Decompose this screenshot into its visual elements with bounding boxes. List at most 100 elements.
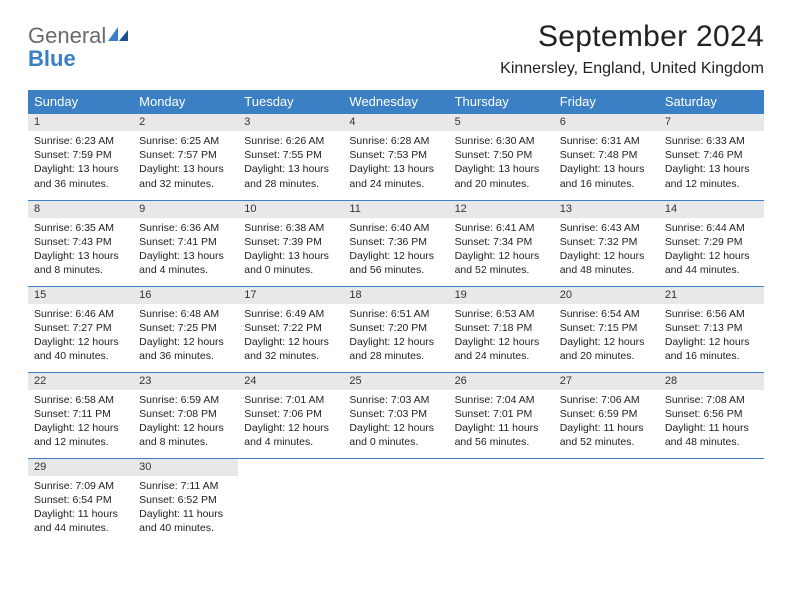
day-details: Sunrise: 6:35 AMSunset: 7:43 PMDaylight:… — [28, 218, 133, 282]
sunrise-text: Sunrise: 7:09 AM — [34, 479, 127, 493]
sunset-text: Sunset: 7:22 PM — [244, 321, 337, 335]
daylight-line-1: Daylight: 13 hours — [244, 162, 337, 176]
sunset-text: Sunset: 7:03 PM — [349, 407, 442, 421]
daylight-line-1: Daylight: 11 hours — [560, 421, 653, 435]
day-details: Sunrise: 7:04 AMSunset: 7:01 PMDaylight:… — [449, 390, 554, 454]
day-details: Sunrise: 6:59 AMSunset: 7:08 PMDaylight:… — [133, 390, 238, 454]
location-subtitle: Kinnersley, England, United Kingdom — [500, 60, 764, 78]
sunset-text: Sunset: 7:20 PM — [349, 321, 442, 335]
day-number: 18 — [343, 287, 448, 304]
calendar-day-cell: 23Sunrise: 6:59 AMSunset: 7:08 PMDayligh… — [133, 372, 238, 458]
daylight-line-2: and 16 minutes. — [665, 349, 758, 363]
calendar-day-cell: 4Sunrise: 6:28 AMSunset: 7:53 PMDaylight… — [343, 114, 448, 200]
daylight-line-1: Daylight: 11 hours — [34, 507, 127, 521]
daylight-line-1: Daylight: 12 hours — [244, 335, 337, 349]
daylight-line-1: Daylight: 12 hours — [349, 249, 442, 263]
logo-word-general: General — [28, 23, 106, 48]
calendar-day-cell: 3Sunrise: 6:26 AMSunset: 7:55 PMDaylight… — [238, 114, 343, 200]
daylight-line-1: Daylight: 11 hours — [455, 421, 548, 435]
sunrise-text: Sunrise: 6:38 AM — [244, 221, 337, 235]
sunrise-text: Sunrise: 6:54 AM — [560, 307, 653, 321]
sunset-text: Sunset: 7:25 PM — [139, 321, 232, 335]
sunrise-text: Sunrise: 6:36 AM — [139, 221, 232, 235]
sunrise-text: Sunrise: 6:58 AM — [34, 393, 127, 407]
day-details: Sunrise: 6:26 AMSunset: 7:55 PMDaylight:… — [238, 131, 343, 195]
day-details: Sunrise: 6:23 AMSunset: 7:59 PMDaylight:… — [28, 131, 133, 195]
sunset-text: Sunset: 7:43 PM — [34, 235, 127, 249]
daylight-line-2: and 52 minutes. — [560, 435, 653, 449]
sunset-text: Sunset: 7:32 PM — [560, 235, 653, 249]
day-details: Sunrise: 7:03 AMSunset: 7:03 PMDaylight:… — [343, 390, 448, 454]
sunrise-text: Sunrise: 6:56 AM — [665, 307, 758, 321]
sunrise-text: Sunrise: 6:43 AM — [560, 221, 653, 235]
calendar-day-cell: 16Sunrise: 6:48 AMSunset: 7:25 PMDayligh… — [133, 286, 238, 372]
calendar-day-cell: 19Sunrise: 6:53 AMSunset: 7:18 PMDayligh… — [449, 286, 554, 372]
day-header: Saturday — [659, 90, 764, 114]
calendar-day-cell: 5Sunrise: 6:30 AMSunset: 7:50 PMDaylight… — [449, 114, 554, 200]
daylight-line-1: Daylight: 12 hours — [455, 335, 548, 349]
day-number: 16 — [133, 287, 238, 304]
daylight-line-2: and 0 minutes. — [244, 263, 337, 277]
day-details: Sunrise: 6:33 AMSunset: 7:46 PMDaylight:… — [659, 131, 764, 195]
daylight-line-2: and 12 minutes. — [665, 177, 758, 191]
day-details: Sunrise: 6:30 AMSunset: 7:50 PMDaylight:… — [449, 131, 554, 195]
daylight-line-1: Daylight: 13 hours — [665, 162, 758, 176]
sunset-text: Sunset: 7:13 PM — [665, 321, 758, 335]
daylight-line-2: and 48 minutes. — [560, 263, 653, 277]
day-header: Thursday — [449, 90, 554, 114]
sunset-text: Sunset: 7:36 PM — [349, 235, 442, 249]
sunrise-text: Sunrise: 6:41 AM — [455, 221, 548, 235]
day-details: Sunrise: 6:28 AMSunset: 7:53 PMDaylight:… — [343, 131, 448, 195]
sunset-text: Sunset: 7:06 PM — [244, 407, 337, 421]
calendar-day-cell: .. — [449, 458, 554, 544]
calendar-day-cell: 7Sunrise: 6:33 AMSunset: 7:46 PMDaylight… — [659, 114, 764, 200]
sunset-text: Sunset: 7:53 PM — [349, 148, 442, 162]
daylight-line-1: Daylight: 11 hours — [665, 421, 758, 435]
sunrise-text: Sunrise: 6:33 AM — [665, 134, 758, 148]
daylight-line-1: Daylight: 13 hours — [139, 162, 232, 176]
sunset-text: Sunset: 7:18 PM — [455, 321, 548, 335]
calendar-day-cell: 28Sunrise: 7:08 AMSunset: 6:56 PMDayligh… — [659, 372, 764, 458]
daylight-line-2: and 32 minutes. — [244, 349, 337, 363]
sunrise-text: Sunrise: 6:46 AM — [34, 307, 127, 321]
daylight-line-2: and 20 minutes. — [560, 349, 653, 363]
sunset-text: Sunset: 7:29 PM — [665, 235, 758, 249]
daylight-line-2: and 32 minutes. — [139, 177, 232, 191]
daylight-line-2: and 28 minutes. — [244, 177, 337, 191]
day-details: Sunrise: 6:51 AMSunset: 7:20 PMDaylight:… — [343, 304, 448, 368]
day-number: 15 — [28, 287, 133, 304]
daylight-line-2: and 40 minutes. — [139, 521, 232, 535]
day-number: 10 — [238, 201, 343, 218]
calendar-day-cell: .. — [659, 458, 764, 544]
sunrise-text: Sunrise: 6:49 AM — [244, 307, 337, 321]
daylight-line-1: Daylight: 12 hours — [560, 249, 653, 263]
day-number: 25 — [343, 373, 448, 390]
calendar-body: 1Sunrise: 6:23 AMSunset: 7:59 PMDaylight… — [28, 114, 764, 544]
day-number: 6 — [554, 114, 659, 131]
sunset-text: Sunset: 7:57 PM — [139, 148, 232, 162]
calendar-day-cell: 11Sunrise: 6:40 AMSunset: 7:36 PMDayligh… — [343, 200, 448, 286]
day-header: Monday — [133, 90, 238, 114]
daylight-line-1: Daylight: 12 hours — [455, 249, 548, 263]
calendar-table: SundayMondayTuesdayWednesdayThursdayFrid… — [28, 90, 764, 544]
day-details: Sunrise: 6:41 AMSunset: 7:34 PMDaylight:… — [449, 218, 554, 282]
sunrise-text: Sunrise: 6:30 AM — [455, 134, 548, 148]
daylight-line-2: and 36 minutes. — [139, 349, 232, 363]
month-title: September 2024 — [500, 20, 764, 54]
day-details: Sunrise: 6:58 AMSunset: 7:11 PMDaylight:… — [28, 390, 133, 454]
day-number: 20 — [554, 287, 659, 304]
calendar-page: General Blue September 2024 Kinnersley, … — [0, 0, 792, 554]
day-details: Sunrise: 6:25 AMSunset: 7:57 PMDaylight:… — [133, 131, 238, 195]
calendar-day-cell: 29Sunrise: 7:09 AMSunset: 6:54 PMDayligh… — [28, 458, 133, 544]
sunset-text: Sunset: 6:59 PM — [560, 407, 653, 421]
day-number: 13 — [554, 201, 659, 218]
daylight-line-1: Daylight: 13 hours — [244, 249, 337, 263]
sunrise-text: Sunrise: 6:28 AM — [349, 134, 442, 148]
daylight-line-1: Daylight: 12 hours — [665, 249, 758, 263]
calendar-week-row: 1Sunrise: 6:23 AMSunset: 7:59 PMDaylight… — [28, 114, 764, 200]
day-details: Sunrise: 6:56 AMSunset: 7:13 PMDaylight:… — [659, 304, 764, 368]
sunset-text: Sunset: 7:59 PM — [34, 148, 127, 162]
calendar-day-cell: .. — [343, 458, 448, 544]
daylight-line-1: Daylight: 12 hours — [349, 335, 442, 349]
calendar-day-cell: 2Sunrise: 6:25 AMSunset: 7:57 PMDaylight… — [133, 114, 238, 200]
